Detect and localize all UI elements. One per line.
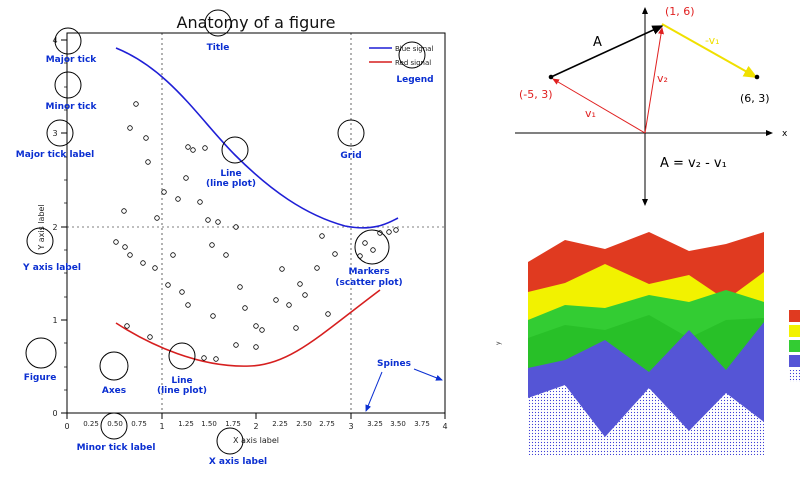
annotation-legend: Legend — [396, 75, 433, 85]
vector-v1 — [552, 78, 646, 134]
y-major-ticks — [61, 39, 67, 414]
label-A: A — [593, 35, 602, 50]
annotation-minor-tick-label: Minor tick label — [77, 443, 156, 453]
vector-equation: A = v₂ - v₁ — [660, 156, 727, 171]
legend-blue-label: Blue signal — [395, 45, 433, 53]
annotation-grid: Grid — [340, 151, 361, 161]
annotation-figure: Figure — [24, 373, 57, 383]
x-tick-label: 2 — [253, 422, 258, 431]
y-tick-label: 0 — [52, 409, 57, 418]
x-minor-tick-label: 1.75 — [225, 420, 241, 428]
y-tick-label: 1 — [52, 316, 57, 325]
annotation-major-tick: Major tick — [46, 55, 98, 65]
anatomy-title: Anatomy of a figure — [177, 13, 336, 32]
stacked-legend — [789, 310, 800, 382]
legend-swatch — [789, 370, 800, 382]
legend-swatch — [789, 340, 800, 352]
vector-A — [550, 25, 664, 78]
legend: Blue signal Red signal — [369, 45, 433, 67]
vector-x-axis-label: x — [782, 129, 788, 139]
label-minus-v1: -v₁ — [705, 34, 720, 47]
vector-diagram: x A v₁ v₂ -v₁ (1, 6) (-5, 3) (6, 3) A = … — [515, 5, 788, 206]
legend-swatch — [789, 310, 800, 322]
x-tick-label: 3 — [348, 422, 353, 431]
annotation-spines: Spines — [377, 359, 411, 369]
area-layer-1-dots — [528, 385, 764, 455]
stacked-area-chart: y — [495, 232, 800, 470]
annotation-y-axis-label: Y axis label — [22, 263, 81, 273]
label-point-right: (6, 3) — [740, 92, 770, 105]
x-minor-tick-label: 1.25 — [178, 420, 194, 428]
annotation-line-plot-1: Line — [220, 169, 241, 179]
label-point-left: (-5, 3) — [519, 88, 553, 101]
annotation-line-plot-2b: (line plot) — [157, 386, 207, 396]
x-tick-label: 4 — [442, 422, 447, 431]
annotation-circles — [25, 9, 426, 455]
annotation-markers: Markers — [348, 267, 389, 277]
annotation-line-plot-2: Line — [171, 376, 192, 386]
x-minor-tick-label: 3.25 — [367, 420, 383, 428]
legend-red-label: Red signal — [395, 59, 431, 67]
x-major-ticks — [66, 413, 446, 419]
y-axis-label-text: Y axis label — [37, 204, 46, 250]
label-point-top: (1, 6) — [665, 5, 695, 18]
vector-minus-v1 — [661, 23, 758, 78]
x-minor-tick-label: 1.50 — [201, 420, 217, 428]
x-tick-label: 0 — [64, 422, 69, 431]
annotation-x-axis-label: X axis label — [209, 457, 267, 467]
x-minor-tick-label: 2.25 — [272, 420, 288, 428]
x-minor-tick-label: 0.25 — [83, 420, 99, 428]
y-minor-ticks — [64, 62, 67, 391]
annotation-major-tick-label: Major tick label — [16, 150, 95, 160]
label-v1: v₁ — [585, 107, 596, 120]
point-left — [548, 74, 554, 80]
red-signal-line — [115, 289, 381, 367]
y-tick-label: 3 — [52, 129, 57, 138]
x-minor-tick-label: 2.50 — [296, 420, 312, 428]
y-tick-label: 2 — [52, 223, 57, 232]
x-minor-tick-label: 3.75 — [414, 420, 430, 428]
blue-signal-line — [115, 47, 399, 229]
x-minor-tick-labels: 0.25 0.50 0.75 1.25 1.50 1.75 2.25 2.50 … — [83, 420, 430, 428]
x-minor-tick-label: 2.75 — [319, 420, 335, 428]
stacked-y-label: y — [495, 341, 502, 345]
x-axis-label-text: X axis label — [233, 436, 279, 445]
spines-arrow — [413, 368, 443, 381]
x-tick-label: 1 — [159, 422, 164, 431]
annotation-axes: Axes — [102, 386, 126, 396]
scatter-markers — [113, 101, 399, 362]
spines-arrow — [365, 371, 383, 412]
annotation-minor-tick: Minor tick — [46, 102, 98, 112]
x-minor-tick-label: 0.50 — [107, 420, 123, 428]
anatomy-figure: 0 1 2 3 4 0 1 2 3 4 0.25 0.50 0.75 1.25 … — [16, 9, 448, 467]
point-right — [754, 74, 760, 80]
legend-swatch — [789, 325, 800, 337]
annotation-title: Title — [207, 43, 230, 53]
annotation-markers-b: (scatter plot) — [335, 278, 402, 288]
legend-swatch — [789, 355, 800, 367]
x-minor-tick-label: 3.50 — [390, 420, 406, 428]
x-minor-tick-label: 0.75 — [131, 420, 147, 428]
label-v2: v₂ — [657, 72, 668, 85]
annotation-line-plot-1b: (line plot) — [206, 179, 256, 189]
vector-v2 — [644, 27, 665, 134]
